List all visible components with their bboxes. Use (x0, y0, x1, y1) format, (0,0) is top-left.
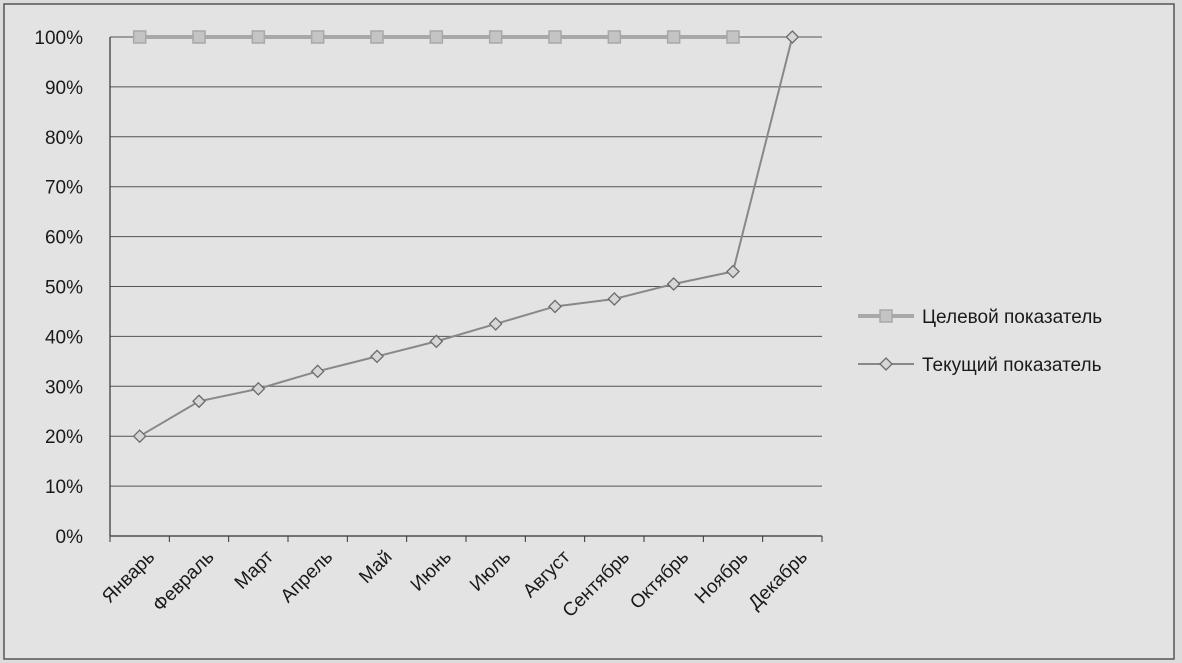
data-point (548, 30, 562, 44)
y-tick-label: 80% (45, 128, 83, 149)
data-point (488, 317, 503, 331)
data-point (251, 381, 266, 396)
data-point (370, 30, 384, 44)
data-point (192, 30, 206, 44)
series-line (139, 36, 794, 438)
data-point (132, 30, 147, 44)
data-point (726, 264, 740, 279)
data-point (429, 30, 444, 44)
legend-marker (879, 309, 893, 323)
y-axis-tick-labels: 0% 10% 20% 30% 40% 50% 60% 70% 80% 90% 100% (34, 28, 83, 548)
chart-frame (3, 3, 1175, 660)
data-point (666, 277, 681, 291)
y-tick-label: 40% (45, 327, 83, 348)
legend-item: Текущий показатель (858, 355, 1102, 376)
data-point (666, 30, 681, 44)
y-tick-label: 60% (45, 228, 83, 249)
legend-item: Целевой показатель (858, 307, 1102, 328)
data-point (370, 349, 384, 364)
y-tick-label: 50% (45, 278, 83, 299)
series-1 (132, 30, 740, 44)
data-point (726, 30, 740, 44)
data-point (607, 30, 622, 44)
legend-marker (879, 357, 893, 371)
y-tick-label: 20% (45, 427, 83, 448)
axes (109, 37, 823, 542)
data-point (192, 394, 206, 409)
y-tick-label: 70% (45, 178, 83, 199)
y-tick-label: 10% (45, 477, 83, 498)
data-point (429, 334, 444, 349)
data-point (607, 292, 622, 306)
y-tick-label: 90% (45, 78, 83, 99)
data-point (310, 30, 325, 44)
legend: Целевой показатель Текущий показатель (858, 307, 1102, 376)
data-point (251, 30, 266, 44)
y-tick-label: 100% (34, 28, 83, 49)
data-point (132, 429, 147, 444)
series-2 (132, 30, 800, 444)
legend-label: Целевой показатель (922, 307, 1102, 328)
data-point (310, 364, 325, 379)
y-tick-label: 30% (45, 377, 83, 398)
series-layer (132, 30, 800, 444)
legend-label: Текущий показатель (922, 355, 1102, 376)
data-point (548, 299, 562, 314)
y-tick-label: 0% (56, 527, 84, 548)
data-point (488, 30, 503, 44)
data-point (785, 30, 800, 44)
